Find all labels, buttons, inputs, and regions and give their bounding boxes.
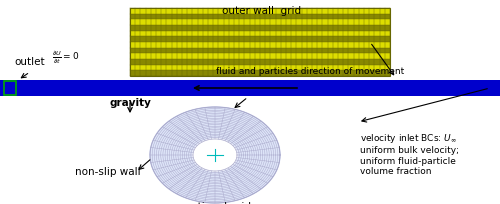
Bar — [0, 80, 500, 96]
Bar — [130, 48, 390, 53]
Bar — [130, 31, 390, 36]
Bar — [130, 70, 390, 76]
Bar — [130, 59, 390, 65]
Bar — [130, 25, 390, 31]
Polygon shape — [150, 107, 280, 203]
Text: velocity inlet BCs: $U_\infty$
uniform bulk velocity;
uniform fluid-particle
vol: velocity inlet BCs: $U_\infty$ uniform b… — [360, 132, 459, 176]
Text: non-slip wall: non-slip wall — [75, 167, 141, 177]
Bar — [130, 36, 390, 42]
Text: outer wall  grid: outer wall grid — [222, 6, 302, 16]
Bar — [130, 8, 390, 14]
Bar — [130, 42, 390, 48]
Bar — [130, 53, 390, 59]
Bar — [130, 19, 390, 25]
Text: $\frac{\partial U}{\partial t}=0$: $\frac{\partial U}{\partial t}=0$ — [52, 50, 79, 66]
Text: gravity: gravity — [109, 98, 151, 108]
Bar — [130, 65, 390, 70]
Text: sectional grid: sectional grid — [180, 202, 250, 204]
Bar — [130, 14, 390, 19]
Bar — [4, 81, 16, 95]
Bar — [130, 8, 390, 76]
Text: outlet: outlet — [14, 57, 44, 67]
Polygon shape — [193, 139, 237, 171]
Text: fluid and particles direction of movement: fluid and particles direction of movemen… — [216, 67, 404, 76]
